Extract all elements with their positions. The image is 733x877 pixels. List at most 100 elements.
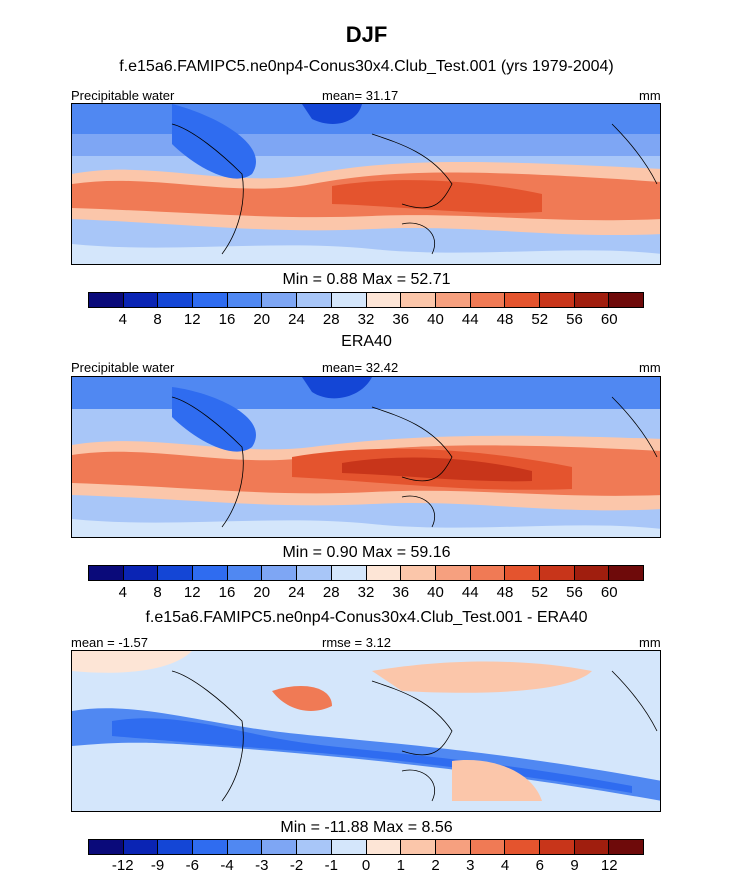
colorbar-tick-label: 2	[431, 857, 440, 874]
colorbar-swatch	[366, 840, 402, 854]
panel-2-minmax: Min = 0.90 Max = 59.16	[282, 544, 451, 561]
colorbar-tick-label: 0	[361, 857, 371, 874]
coastlines	[171, 123, 658, 255]
panel-3-map	[71, 650, 661, 812]
colorbar-tick-label: 56	[566, 311, 583, 328]
colorbar-tick-label: 56	[566, 584, 583, 601]
panel-3-heading: f.e15a6.FAMIPC5.ne0np4-Conus30x4.Club_Te…	[145, 609, 588, 626]
colorbar-tick-label: 12	[183, 584, 201, 601]
colorbar-tick-label: 4	[118, 584, 127, 601]
colorbar-swatch	[574, 566, 610, 580]
colorbar-tick-label: 32	[357, 311, 375, 328]
colorbar-swatch	[123, 293, 159, 307]
colorbar-swatch	[158, 840, 194, 854]
colorbar-tick-label: 4	[500, 857, 510, 874]
panel-1-variable-label: Precipitable water	[71, 88, 175, 103]
colorbar-swatch	[505, 840, 540, 854]
colorbar-tick-label: -3	[255, 857, 269, 874]
colorbar-swatch	[435, 293, 471, 307]
colorbar-tick-label: -4	[220, 857, 234, 874]
colorbar-tick-label: 24	[288, 584, 305, 601]
colorbar-swatch	[227, 566, 263, 580]
panel-2-colorbar	[88, 565, 644, 581]
map-band	[72, 134, 660, 156]
colorbar-swatch	[609, 840, 643, 854]
coastlines	[171, 670, 658, 802]
colorbar-tick-label: 12	[183, 311, 201, 328]
panel-3-units-label: mm	[639, 635, 661, 650]
colorbar-tick-label: 36	[392, 311, 410, 328]
map-region	[72, 519, 660, 537]
colorbar-swatch	[89, 566, 124, 580]
colorbar-swatch	[262, 566, 298, 580]
map-region	[302, 377, 372, 399]
colorbar-tick-label: 44	[461, 311, 479, 328]
colorbar-tick-label: -12	[111, 857, 134, 874]
colorbar-swatch	[470, 840, 506, 854]
panel-3-rmse-label: rmse = 3.12	[322, 635, 392, 650]
panel-3-colorbar-ticks: -12 -9 -6 -4 -3 -2 -1 0 1 2 3 4 6 9 12	[88, 857, 644, 875]
map-region	[452, 760, 542, 801]
colorbar-tick-label: 52	[531, 311, 549, 328]
colorbar-tick-label: 44	[461, 584, 479, 601]
panel-2-units-label: mm	[639, 360, 661, 375]
colorbar-swatch	[505, 566, 540, 580]
colorbar-tick-label: 8	[153, 584, 162, 601]
panel-3-mean-label: mean = -1.57	[71, 635, 148, 650]
map-band	[72, 104, 660, 134]
map-region	[172, 104, 256, 179]
colorbar-tick-label: 20	[253, 584, 271, 601]
colorbar-swatch	[193, 293, 228, 307]
panel-1-minmax: Min = 0.88 Max = 52.71	[282, 271, 451, 288]
colorbar-swatch	[297, 840, 332, 854]
panel-2-mean-label: mean= 32.42	[322, 360, 399, 375]
colorbar-swatch	[470, 293, 506, 307]
panel-2-map	[71, 376, 661, 538]
colorbar-tick-label: 9	[570, 857, 579, 874]
colorbar-tick-label: 12	[600, 857, 618, 874]
panel-1-colorbar-ticks: 4 8 12 16 20 24 28 32 36 40 44 48 52 56 60	[88, 311, 644, 329]
colorbar-swatch	[539, 840, 575, 854]
colorbar-tick-label: 16	[218, 584, 236, 601]
colorbar-swatch	[262, 840, 298, 854]
map-region	[172, 387, 256, 452]
colorbar-swatch	[262, 293, 298, 307]
map-region	[342, 457, 532, 482]
colorbar-tick-label: 36	[392, 584, 410, 601]
map-region	[302, 104, 362, 124]
panel-2-map-svg	[72, 377, 660, 537]
map-region	[72, 244, 660, 264]
colorbar-swatch	[539, 293, 575, 307]
colorbar-swatch	[401, 566, 436, 580]
colorbar-tick-label: -1	[324, 857, 338, 874]
panel-1-units-label: mm	[639, 88, 661, 103]
panel-2-heading: ERA40	[341, 333, 392, 350]
panel-3-minmax: Min = -11.88 Max = 8.56	[280, 819, 453, 836]
colorbar-swatch	[227, 293, 263, 307]
colorbar-tick-label: 28	[322, 311, 340, 328]
colorbar-swatch	[609, 566, 643, 580]
colorbar-tick-label: 40	[427, 311, 444, 328]
map-region	[72, 651, 192, 673]
panel-2-colorbar-ticks: 4 8 12 16 20 24 28 32 36 40 44 48 52 56 60	[88, 584, 644, 602]
colorbar-swatch	[366, 293, 402, 307]
colorbar-tick-label: 6	[535, 857, 544, 874]
colorbar-tick-label: 40	[427, 584, 444, 601]
panel-1-heading: f.e15a6.FAMIPC5.ne0np4-Conus30x4.Club_Te…	[119, 58, 614, 75]
colorbar-tick-label: 48	[496, 311, 514, 328]
colorbar-swatch	[609, 293, 643, 307]
colorbar-swatch	[297, 293, 332, 307]
panel-3-map-svg	[72, 651, 660, 811]
panel-1-mean-label: mean= 31.17	[322, 88, 399, 103]
coastlines	[171, 396, 658, 528]
colorbar-tick-label: 60	[600, 584, 618, 601]
colorbar-tick-label: -6	[185, 857, 199, 874]
colorbar-swatch	[401, 840, 436, 854]
colorbar-tick-label: 1	[396, 857, 405, 874]
panel-1-map	[71, 103, 661, 265]
colorbar-swatch	[193, 566, 228, 580]
colorbar-tick-label: -9	[150, 857, 165, 874]
colorbar-tick-label: 3	[466, 857, 475, 874]
colorbar-swatch	[331, 293, 367, 307]
colorbar-swatch	[366, 566, 402, 580]
